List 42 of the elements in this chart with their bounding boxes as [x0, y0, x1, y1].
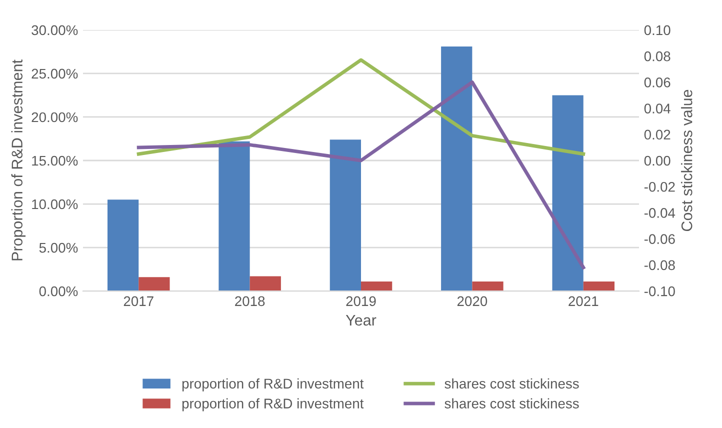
line-series	[136, 80, 586, 270]
legend-label: shares cost stickiness	[444, 378, 579, 389]
x-tick-label: 2021	[568, 296, 598, 306]
bar	[552, 95, 584, 292]
y2-tick-label: 0.02	[644, 130, 670, 140]
legend-label: proportion of R&D investment	[182, 378, 364, 392]
bar	[218, 141, 250, 292]
y2-tick-label: -0.08	[644, 260, 675, 270]
x-tick-label: 2017	[124, 296, 154, 306]
bar	[472, 281, 504, 292]
x-axis-title: Year	[346, 314, 376, 326]
bar	[330, 140, 361, 292]
legend-label: proportion of R&D investment	[182, 398, 364, 412]
x-tick-label: 2019	[346, 296, 376, 306]
y2-tick-label: -0.06	[644, 234, 675, 244]
line-series	[136, 58, 586, 156]
x-tick-label: 2018	[235, 296, 265, 306]
y2-axis-title: Cost stickiness value	[681, 90, 692, 232]
y2-tick-label: 0.06	[644, 78, 670, 88]
x-tick-label: 2020	[457, 296, 488, 306]
y2-tick-label: 0.08	[644, 51, 670, 62]
bar	[138, 277, 170, 292]
legend-label: shares cost stickiness	[444, 398, 579, 408]
bar	[250, 276, 281, 292]
y-tick-label: 30.00%	[32, 25, 78, 36]
y-tick-label: 25.00%	[32, 68, 78, 79]
y2-tick-label: 0.04	[644, 104, 670, 114]
y2-tick-label: -0.04	[644, 208, 676, 218]
y-tick-label: 10.00%	[32, 199, 78, 210]
y2-tick-label: -0.10	[644, 286, 675, 296]
bar	[107, 200, 139, 292]
bar	[441, 46, 472, 292]
bar	[583, 281, 615, 292]
bar	[361, 281, 392, 292]
y2-tick-label: -0.02	[644, 182, 675, 192]
y2-tick-label: 0.10	[644, 25, 670, 36]
y-tick-label: 0.00%	[39, 286, 78, 296]
y-tick-label: 20.00%	[32, 112, 78, 122]
y-tick-label: 5.00%	[39, 242, 78, 253]
y-tick-label: 15.00%	[32, 156, 78, 166]
y2-tick-label: 0.00	[644, 156, 670, 166]
y-axis-title: Proportion of R&D investment	[11, 60, 26, 260]
